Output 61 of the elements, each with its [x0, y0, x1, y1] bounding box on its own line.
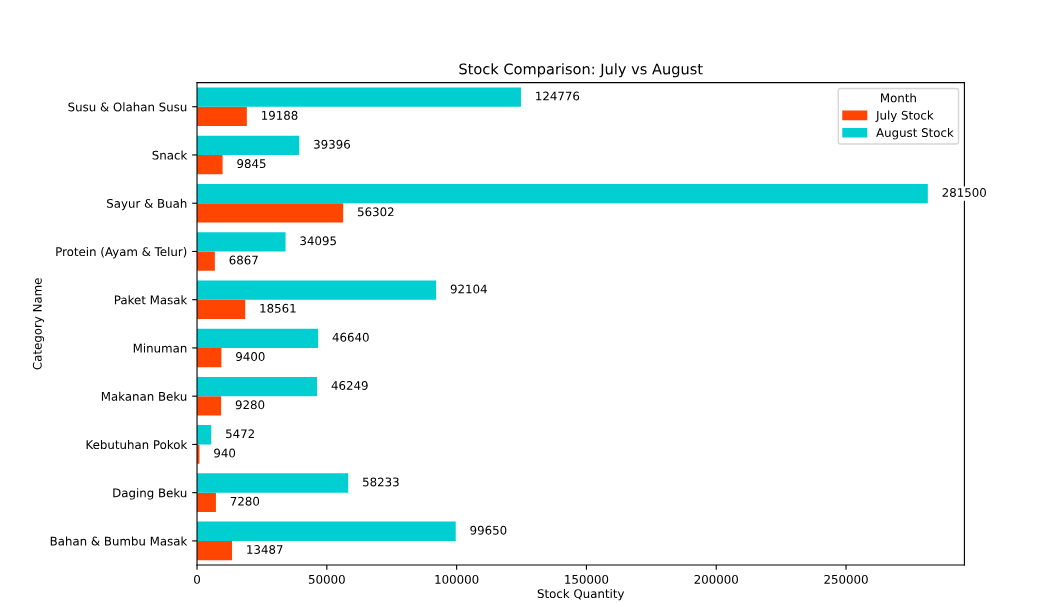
data-label: 39396 [314, 139, 350, 149]
bar [197, 540, 233, 561]
data-label: 56302 [357, 207, 394, 217]
data-label: 281500 [942, 188, 986, 197]
bar [197, 106, 247, 127]
x-tick-label: 200000 [694, 574, 738, 584]
bar [197, 425, 212, 445]
x-tick-label: 100000 [435, 574, 479, 584]
legend-label: August Stock [876, 127, 954, 140]
bar [197, 328, 319, 348]
y-tick-label: Protein (Ayam & Telur) [56, 246, 187, 259]
data-label: 940 [214, 448, 236, 458]
bar [197, 299, 246, 319]
bar [197, 154, 223, 175]
data-label: 9845 [237, 159, 266, 169]
data-label: 7280 [230, 496, 260, 506]
bar [197, 396, 222, 416]
data-label: 9400 [236, 352, 265, 361]
x-tick-label: 50000 [308, 574, 345, 584]
x-tick-label: 150000 [565, 574, 609, 584]
bar [197, 87, 521, 107]
y-tick-label: Bahan & Bumbu Masak [50, 536, 188, 546]
data-label: 34095 [300, 236, 336, 246]
data-label: 5472 [226, 429, 254, 439]
data-label: 13487 [247, 545, 283, 554]
y-tick-label: Daging Beku [113, 488, 187, 500]
data-label: 19188 [262, 110, 298, 120]
y-tick-label: Snack [152, 150, 188, 160]
x-axis-title: Stock Quantity [537, 588, 625, 601]
data-label: 6867 [229, 255, 258, 265]
y-tick-label: Makanan Beku [101, 391, 187, 401]
bar [197, 347, 222, 368]
data-label: 9280 [235, 400, 265, 410]
data-label: 58233 [363, 477, 399, 487]
bar [197, 251, 215, 271]
y-tick-label: Susu & Olahan Susu [68, 102, 187, 112]
data-label: 99650 [470, 525, 507, 535]
bar [197, 135, 300, 155]
y-tick-label: Paket Masak [114, 295, 188, 305]
y-tick-label: Minuman [133, 343, 187, 353]
bar [197, 521, 456, 541]
x-tick-label: 0 [194, 574, 200, 584]
y-tick-label: Sayur & Buah [107, 198, 187, 211]
data-label: 46249 [331, 381, 368, 390]
y-axis-title: Category Name [32, 278, 45, 370]
bar [197, 492, 216, 512]
legend-title: Month [881, 93, 916, 103]
data-label: 18561 [260, 303, 296, 313]
bar [197, 376, 318, 397]
bar [197, 232, 286, 252]
data-label: 124776 [536, 91, 580, 101]
chart-title: Stock Comparison: July vs August [459, 63, 703, 78]
bar [197, 183, 928, 204]
x-tick-label: 250000 [824, 574, 868, 584]
data-label: 46640 [332, 332, 369, 342]
bar [197, 473, 349, 493]
bar [197, 280, 437, 300]
data-label: 92104 [450, 284, 487, 294]
legend-label: July Stock [875, 110, 934, 122]
y-tick-label: Kebutuhan Pokok [86, 439, 188, 450]
bar [197, 203, 344, 223]
